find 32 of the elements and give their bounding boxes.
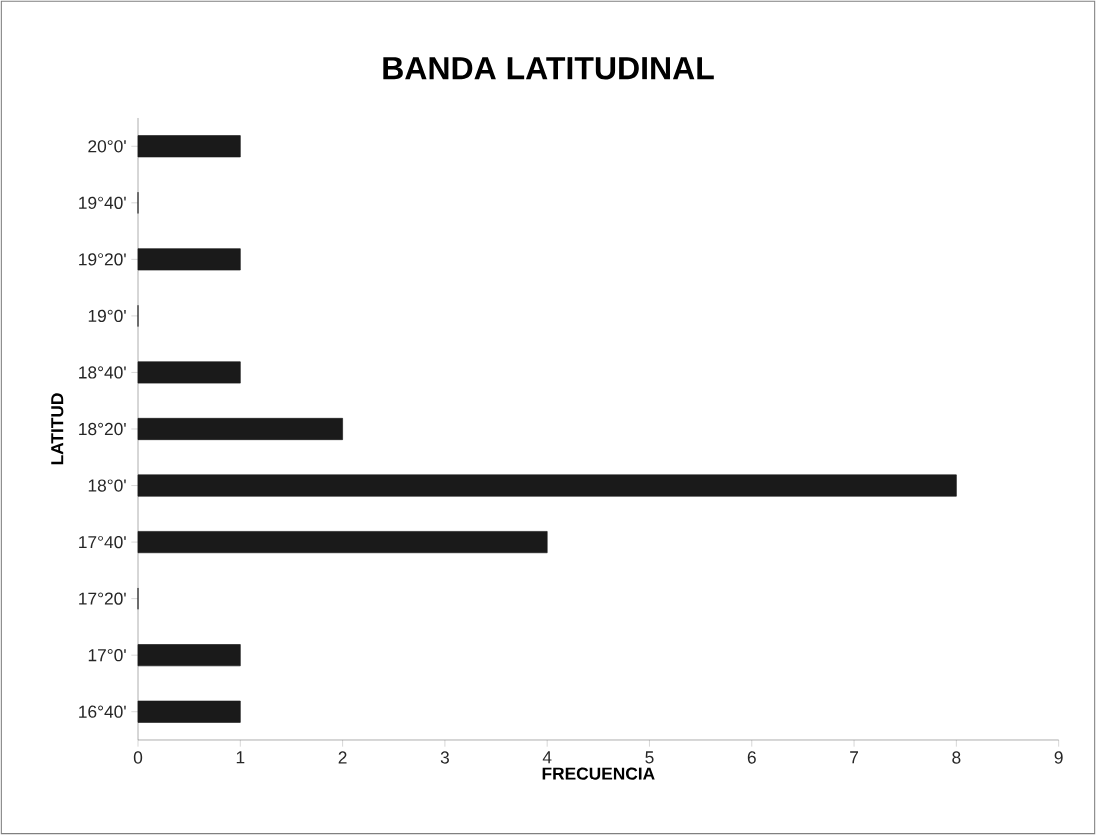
x-tick-label: 9	[1054, 751, 1063, 764]
x-tick-label: 0	[133, 751, 143, 764]
bar	[137, 700, 241, 723]
y-axis-title: LATITUD	[51, 393, 64, 465]
x-tick-label: 5	[645, 751, 654, 764]
y-tick-label: 17°20'	[79, 592, 126, 605]
y-tick-label: 18°40'	[79, 366, 126, 379]
y-tick-label: 19°20'	[79, 253, 126, 266]
x-tick-label: 7	[850, 751, 859, 764]
chart-title: BANDA LATITUDINAL	[383, 57, 714, 80]
bar	[137, 474, 957, 497]
x-tick-label: 1	[236, 751, 245, 764]
bar	[137, 417, 343, 440]
x-tick-label: 4	[542, 751, 552, 764]
y-tick-label: 20°0'	[88, 140, 126, 153]
y-tick-label: 18°20'	[79, 422, 126, 436]
y-tick-label: 17°40'	[79, 535, 126, 549]
x-tick-label: 6	[747, 751, 756, 764]
bar	[137, 361, 241, 384]
y-tick-label: 18°0'	[88, 479, 126, 492]
x-tick-label: 8	[952, 751, 961, 764]
bar	[137, 531, 548, 554]
y-tick-label: 17°0'	[88, 649, 126, 662]
x-axis-title: FRECUENCIA	[542, 767, 655, 780]
y-tick-label: 19°40'	[79, 196, 126, 209]
bar	[137, 135, 241, 158]
y-tick-label: 19°0'	[88, 309, 126, 323]
y-tick-label: 16°40'	[79, 705, 126, 718]
x-tick-label: 3	[440, 751, 449, 764]
bar	[137, 248, 241, 271]
x-tick-label: 2	[338, 751, 347, 764]
bar	[137, 644, 241, 667]
